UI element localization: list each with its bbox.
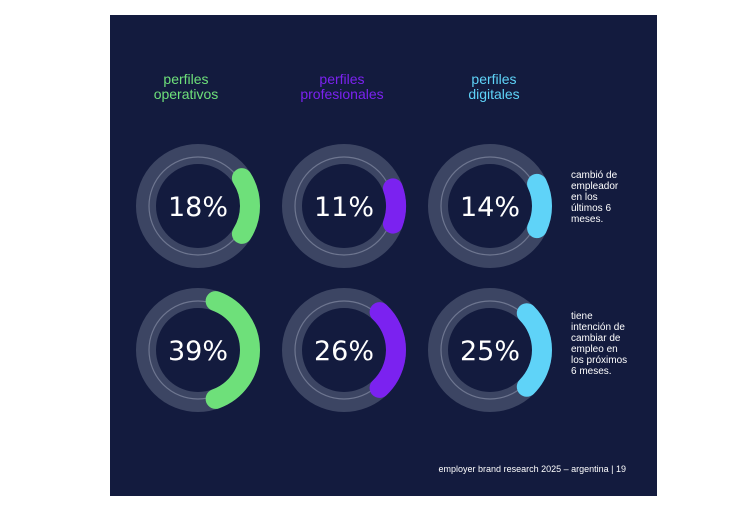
row-label-line: últimos 6 [571,203,612,214]
column-title-operativos: perfiles operativos [126,72,246,102]
row-label-line: empleador [571,181,619,192]
row-label-intencion: tiene intención de cambiar de empleo en … [571,311,637,377]
row-label-line: intención de [571,322,625,333]
row-label-cambio: cambió de empleador en los últimos 6 mes… [571,170,637,225]
donut-value-label: 39% [168,336,228,367]
donut-value-label: 11% [314,192,374,223]
donut-value-arc [369,302,406,398]
donut-value-arc [205,291,260,409]
row-label-line: cambiar de [571,333,621,344]
donut-value-label: 14% [460,192,520,223]
footer-text: employer brand research 2025 – argentina… [438,464,626,474]
row-label-line: tiene [571,311,593,322]
row-label-line: 6 meses. [571,366,612,377]
row-label-line: los próximos [571,355,628,366]
column-title-line: digitales [468,86,520,102]
column-title-line: profesionales [300,86,384,102]
column-title-line: perfiles [471,71,517,87]
column-title-profesionales: perfiles profesionales [282,72,402,102]
row-label-line: empleo en [571,344,618,355]
row-label-line: cambió de [571,170,618,181]
donut-value-arc [516,303,552,397]
donut-value-label: 25% [460,336,520,367]
column-title-line: perfiles [319,71,365,87]
row-label-line: en los [571,192,598,203]
donut-value-arc [231,168,260,244]
donut-value-label: 18% [168,192,228,223]
column-title-line: perfiles [163,71,209,87]
donut-value-arc [382,178,406,234]
donut-value-label: 26% [314,336,374,367]
donut-value-arc [527,173,552,239]
column-title-line: operativos [153,86,219,102]
row-label-line: meses. [571,214,604,225]
column-title-digitales: perfiles digitales [434,72,554,102]
